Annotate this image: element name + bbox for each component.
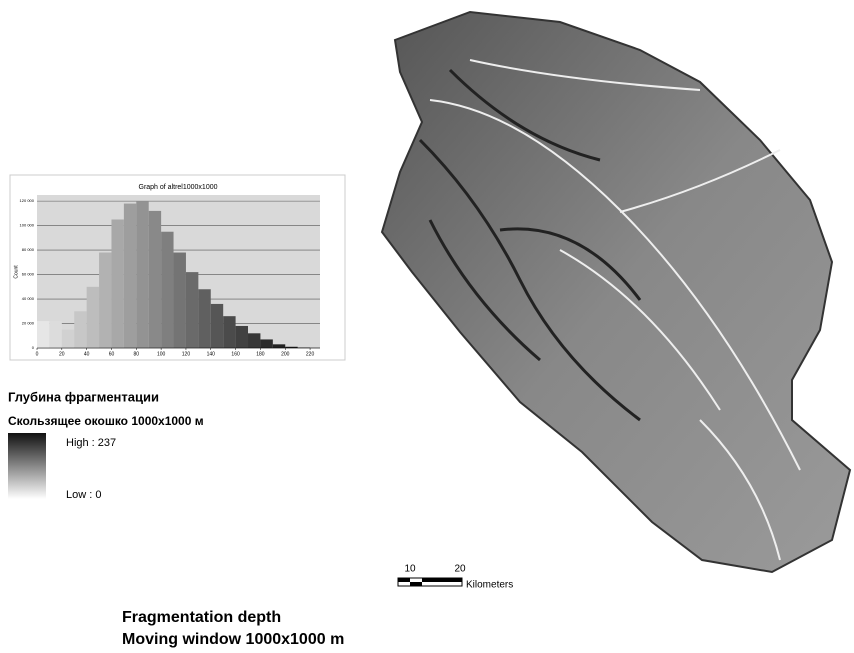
scale-seg bbox=[410, 582, 422, 586]
y-tick-label: 40 000 bbox=[22, 296, 35, 301]
bar bbox=[136, 201, 148, 348]
scale-bar: 10 20 Kilometers bbox=[398, 564, 513, 591]
legend-title: Глубина фрагментации bbox=[8, 389, 159, 404]
x-tick-label: 140 bbox=[207, 351, 216, 357]
scale-label: 10 bbox=[404, 564, 416, 575]
bar bbox=[149, 211, 161, 348]
scale-seg bbox=[422, 578, 462, 582]
histogram-title: Graph of altrel1000x1000 bbox=[139, 184, 218, 191]
bar bbox=[124, 204, 136, 348]
scale-seg bbox=[398, 578, 410, 582]
bar bbox=[37, 321, 49, 348]
x-tick-label: 20 bbox=[59, 351, 65, 357]
bar bbox=[161, 232, 173, 348]
y-tick-label: 120 000 bbox=[20, 198, 35, 203]
legend-ramp bbox=[8, 433, 46, 499]
x-tick-label: 0 bbox=[36, 351, 39, 357]
scale-label: 20 bbox=[454, 564, 466, 575]
bar bbox=[236, 326, 248, 348]
legend-subtitle: Скользящее окошко 1000x1000 м bbox=[8, 414, 204, 428]
y-tick-label: 20 000 bbox=[22, 321, 35, 326]
basin-shape bbox=[382, 12, 850, 572]
y-tick-label: 60 000 bbox=[22, 272, 35, 277]
bar bbox=[174, 253, 186, 348]
legend-low: Low : 0 bbox=[66, 489, 101, 501]
x-tick-label: 180 bbox=[256, 351, 265, 357]
x-tick-label: 160 bbox=[231, 351, 240, 357]
bar bbox=[49, 321, 61, 348]
caption-line-1: Fragmentation depth bbox=[122, 609, 281, 626]
bar bbox=[99, 253, 111, 348]
x-tick-label: 220 bbox=[306, 351, 315, 357]
x-tick-label: 120 bbox=[182, 351, 191, 357]
bar bbox=[62, 330, 74, 348]
legend-high: High : 237 bbox=[66, 437, 116, 449]
x-tick-label: 200 bbox=[281, 351, 290, 357]
bar bbox=[260, 339, 272, 348]
basin-map bbox=[382, 12, 850, 572]
bar bbox=[74, 311, 86, 348]
x-tick-label: 60 bbox=[109, 351, 115, 357]
bar bbox=[223, 316, 235, 348]
x-tick-label: 80 bbox=[134, 351, 140, 357]
bar bbox=[111, 219, 123, 348]
bar bbox=[87, 287, 99, 348]
bar bbox=[186, 272, 198, 348]
bar bbox=[273, 344, 285, 348]
bar bbox=[211, 304, 223, 348]
map-figure: Graph of altrel1000x1000 Count 0 20 000 40… bbox=[0, 0, 854, 653]
y-tick-label: 80 000 bbox=[22, 247, 35, 252]
caption-line-2: Moving window 1000x1000 m bbox=[122, 631, 344, 648]
bar bbox=[198, 289, 210, 348]
x-tick-label: 40 bbox=[84, 351, 90, 357]
scale-unit: Kilometers bbox=[466, 580, 513, 591]
y-tick-label: 100 000 bbox=[20, 223, 35, 228]
bar bbox=[248, 333, 260, 348]
x-tick-label: 100 bbox=[157, 351, 166, 357]
y-axis-label: Count bbox=[13, 265, 19, 279]
